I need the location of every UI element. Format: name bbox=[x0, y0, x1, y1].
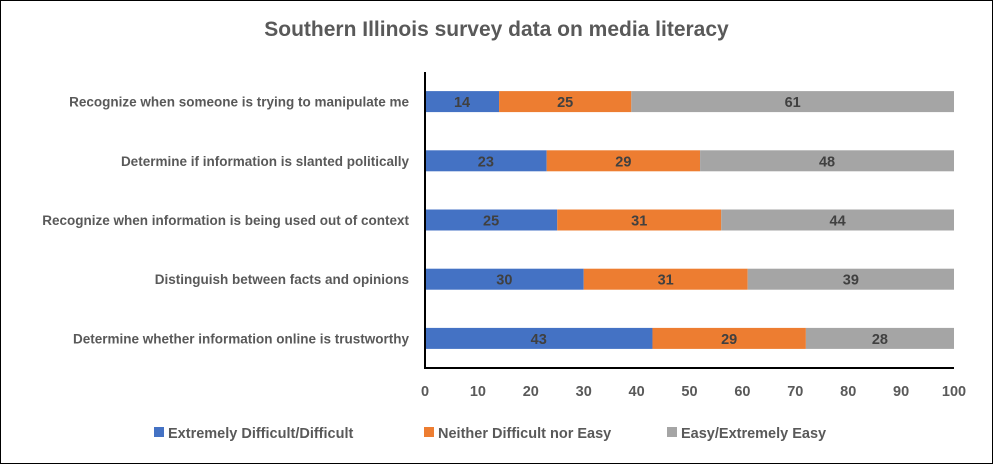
bars: 14 25 61 23 29 48 25 31 44 30 31 39 43 29 28 bbox=[425, 91, 954, 349]
bar-segment bbox=[583, 268, 748, 290]
category-labels: Recognize when someone is trying to mani… bbox=[42, 95, 409, 347]
bar-segment bbox=[425, 268, 584, 290]
bar-segment bbox=[747, 268, 954, 290]
category-label: Determine if information is slanted poli… bbox=[121, 154, 410, 169]
bar-segment bbox=[721, 209, 954, 231]
legend-swatch bbox=[154, 427, 164, 437]
bar-segment bbox=[425, 327, 653, 349]
axes bbox=[424, 72, 954, 369]
category-label: Recognize when someone is trying to mani… bbox=[69, 95, 409, 110]
bar-segment bbox=[631, 91, 954, 113]
data-label: 14 bbox=[454, 95, 470, 111]
legend: Extremely Difficult/Difficult Neither Dif… bbox=[154, 426, 826, 442]
data-label: 43 bbox=[531, 332, 547, 348]
x-tick-label: 70 bbox=[787, 384, 803, 400]
x-tick-label: 60 bbox=[734, 384, 750, 400]
x-tick-label: 0 bbox=[421, 384, 429, 400]
x-tick-label: 50 bbox=[681, 384, 697, 400]
data-label: 30 bbox=[496, 273, 512, 289]
bar-segment bbox=[425, 91, 500, 113]
legend-label: Extremely Difficult/Difficult bbox=[168, 426, 353, 442]
legend-label: Neither Difficult nor Easy bbox=[438, 426, 611, 442]
bar-segment bbox=[425, 150, 547, 172]
legend-swatch bbox=[424, 427, 434, 437]
data-label: 29 bbox=[615, 154, 631, 170]
category-label: Determine whether information online is … bbox=[73, 331, 410, 346]
x-tick-labels: 0 10 20 30 40 50 60 70 80 90 100 bbox=[421, 384, 966, 400]
x-tick-label: 90 bbox=[893, 384, 909, 400]
data-label: 31 bbox=[658, 273, 674, 289]
bar-segment bbox=[546, 150, 701, 172]
data-label: 25 bbox=[483, 214, 499, 230]
x-tick-label: 20 bbox=[523, 384, 539, 400]
x-tick-label: 10 bbox=[470, 384, 486, 400]
bar-segment bbox=[805, 327, 954, 349]
data-label: 23 bbox=[478, 154, 494, 170]
data-label: 31 bbox=[631, 214, 647, 230]
bar-segment bbox=[557, 209, 722, 231]
chart-title: Southern Illinois survey data on media l… bbox=[264, 18, 729, 41]
x-tick-label: 100 bbox=[942, 384, 966, 400]
data-label: 28 bbox=[872, 332, 888, 348]
bar-segment bbox=[652, 327, 806, 349]
category-label: Recognize when information is being used… bbox=[42, 213, 409, 228]
x-tick-label: 30 bbox=[576, 384, 592, 400]
x-tick-label: 80 bbox=[840, 384, 856, 400]
x-tick-label: 40 bbox=[629, 384, 645, 400]
bar-segment bbox=[499, 91, 632, 113]
bar-segment bbox=[700, 150, 954, 172]
data-label: 25 bbox=[557, 95, 573, 111]
data-label: 48 bbox=[819, 154, 835, 170]
category-label: Distinguish between facts and opinions bbox=[155, 272, 409, 287]
bar-segment bbox=[425, 209, 558, 231]
data-label: 44 bbox=[830, 214, 846, 230]
data-label: 39 bbox=[843, 273, 859, 289]
data-label: 29 bbox=[721, 332, 737, 348]
legend-swatch bbox=[667, 427, 677, 437]
data-label: 61 bbox=[785, 95, 801, 111]
legend-label: Easy/Extremely Easy bbox=[681, 426, 826, 442]
